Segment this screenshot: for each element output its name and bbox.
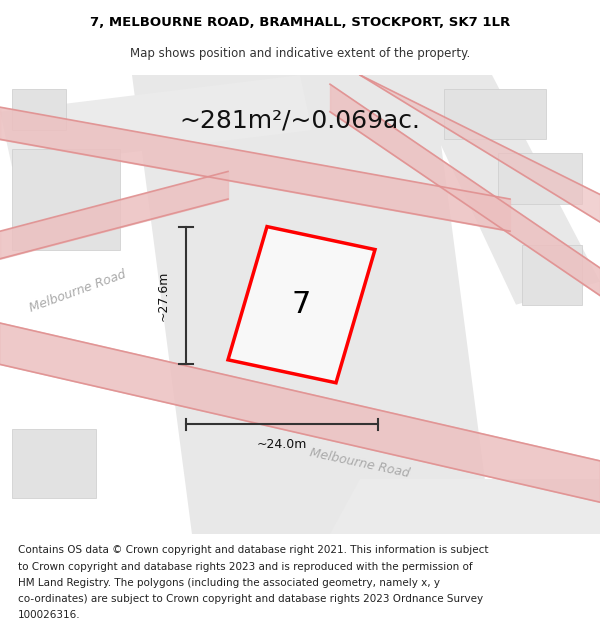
- Text: co-ordinates) are subject to Crown copyright and database rights 2023 Ordnance S: co-ordinates) are subject to Crown copyr…: [18, 594, 483, 604]
- Polygon shape: [12, 89, 66, 130]
- Polygon shape: [12, 429, 96, 498]
- Polygon shape: [0, 75, 600, 534]
- Polygon shape: [132, 75, 492, 534]
- Polygon shape: [522, 245, 582, 304]
- Text: ~24.0m: ~24.0m: [257, 438, 307, 451]
- Text: ~27.6m: ~27.6m: [157, 270, 170, 321]
- Text: HM Land Registry. The polygons (including the associated geometry, namely x, y: HM Land Registry. The polygons (includin…: [18, 578, 440, 588]
- Text: 7: 7: [292, 290, 311, 319]
- Text: to Crown copyright and database rights 2023 and is reproduced with the permissio: to Crown copyright and database rights 2…: [18, 561, 473, 571]
- Text: 100026316.: 100026316.: [18, 611, 80, 621]
- Text: ~281m²/~0.069ac.: ~281m²/~0.069ac.: [179, 109, 421, 133]
- Text: Map shows position and indicative extent of the property.: Map shows position and indicative extent…: [130, 48, 470, 61]
- Polygon shape: [0, 75, 600, 534]
- Polygon shape: [498, 153, 582, 204]
- Polygon shape: [444, 89, 546, 139]
- Polygon shape: [12, 149, 120, 249]
- Polygon shape: [228, 227, 375, 382]
- Text: Contains OS data © Crown copyright and database right 2021. This information is : Contains OS data © Crown copyright and d…: [18, 545, 488, 555]
- Polygon shape: [408, 75, 600, 304]
- Polygon shape: [330, 479, 600, 534]
- Polygon shape: [0, 75, 312, 167]
- Text: Melbourne Road: Melbourne Road: [28, 268, 128, 314]
- Text: Melbourne Road: Melbourne Road: [309, 446, 411, 480]
- Text: 7, MELBOURNE ROAD, BRAMHALL, STOCKPORT, SK7 1LR: 7, MELBOURNE ROAD, BRAMHALL, STOCKPORT, …: [90, 16, 510, 29]
